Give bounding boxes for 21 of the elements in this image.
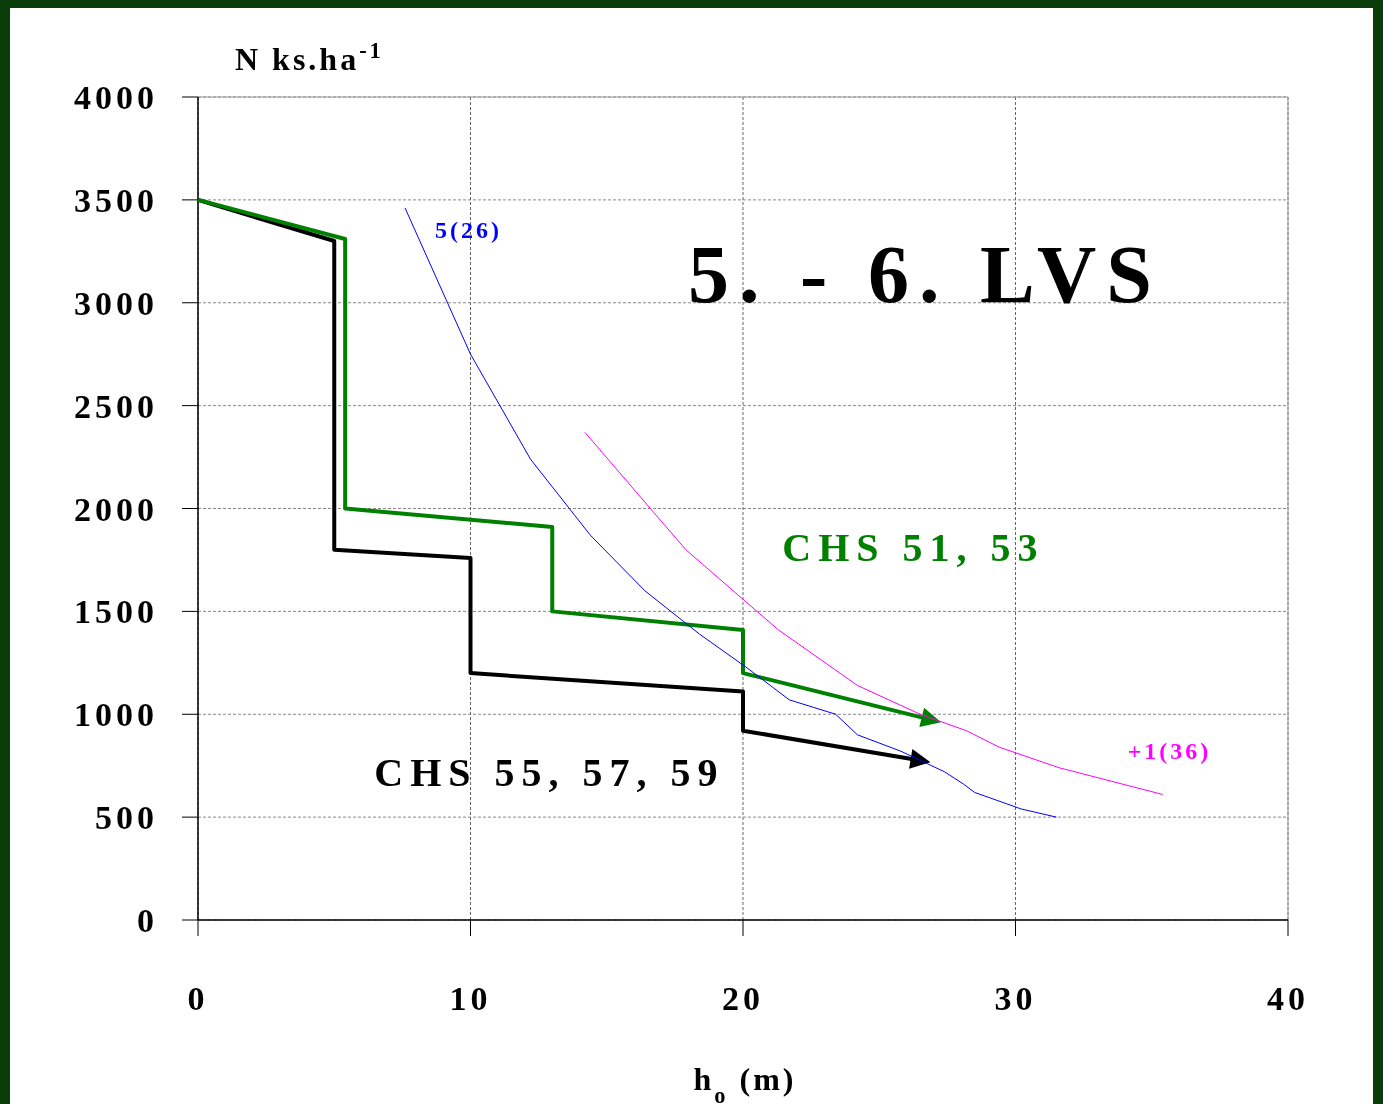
text: 5. - 6. LVS — [688, 229, 1162, 320]
y-tick-label: 2000 — [74, 490, 158, 528]
y-tick-label: 3000 — [74, 284, 158, 322]
series-label: +1(36) — [1127, 738, 1212, 765]
y-tick-label: 0 — [137, 902, 158, 939]
x-tick-label: 40 — [1267, 980, 1309, 1017]
y-axis-title: N ks.ha$^{-1}$ — [235, 37, 384, 77]
y-tick-label: 1000 — [74, 696, 158, 734]
x-axis-title: h$_{o}$ (m) — [693, 1061, 797, 1104]
y-tick-label: 500 — [95, 799, 158, 837]
y-tick-label: 3500 — [74, 181, 158, 219]
y-tick-label: 4000 — [74, 79, 158, 116]
x-tick-label: 0 — [187, 980, 209, 1017]
series-label: CHS 55, 57, 59 — [374, 750, 725, 796]
y-tick-label: 1500 — [74, 593, 158, 631]
x-tick-label: 30 — [994, 980, 1037, 1017]
x-tick-label: 20 — [722, 980, 764, 1017]
x-tick-label: 10 — [449, 980, 492, 1017]
series-label: 5(26) — [435, 217, 503, 244]
series-label: CHS 51, 53 — [782, 525, 1045, 571]
y-tick-label: 2500 — [74, 387, 158, 425]
